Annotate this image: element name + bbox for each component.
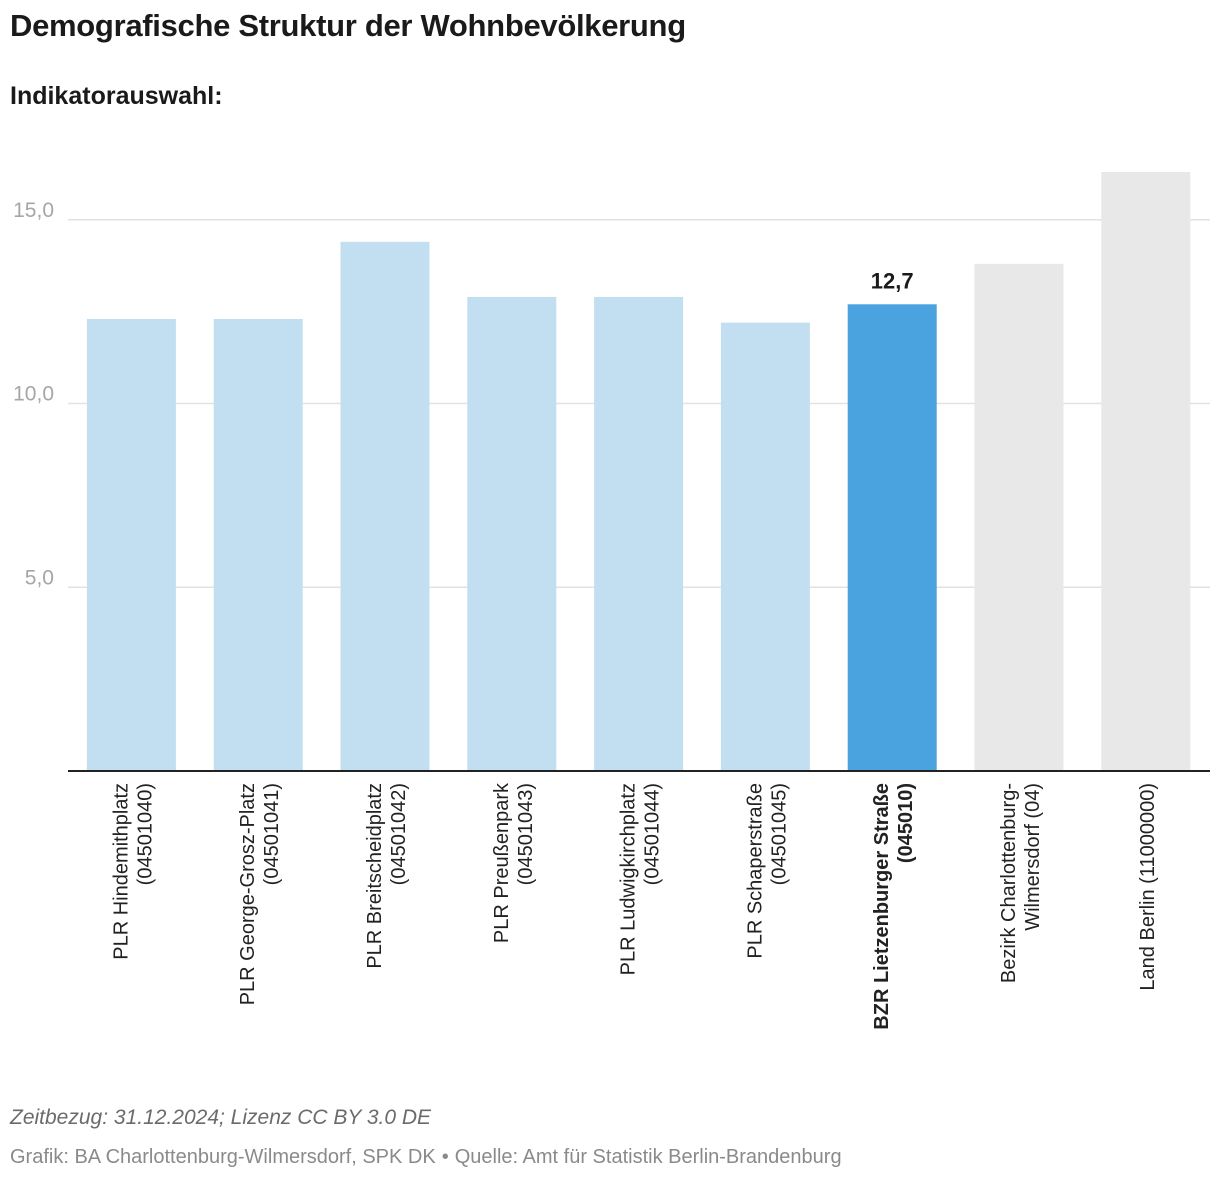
x-tick-label: PLR Breitscheidplatz [364,783,386,969]
bar [467,296,557,771]
x-tick-label: (045010) [895,783,917,863]
footer-source: Quelle: Amt für Statistik Berlin-Branden… [454,1146,842,1168]
x-tick-label: PLR Ludwigkirchplatz [618,783,640,975]
x-tick-label: Land Berlin (11000000) [1137,783,1159,991]
bar [974,263,1064,771]
x-tick-label: (04501041) [261,783,283,885]
x-tick-label: (04501044) [642,783,664,885]
x-tick-label: PLR George-Grosz-Platz [237,783,259,1005]
chart-subtitle: Indikatorauswahl: [10,82,223,110]
footer-credit: Grafik: BA Charlottenburg-Wilmersdorf, S… [10,1146,842,1169]
x-tick-label: (04501042) [388,783,410,885]
y-tick-label: 15,0 [13,199,54,222]
x-tick-label: PLR Hindemithplatz [110,783,132,960]
y-tick-label: 10,0 [13,383,54,406]
footer-separator: • [441,1146,449,1168]
x-tick-label: Wilmersdorf (04) [1022,783,1044,931]
x-tick-label: Bezirk Charlottenburg- [998,783,1020,983]
x-tick-label: (04501040) [134,783,156,885]
y-tick-label: 5,0 [25,566,54,589]
bar [594,296,684,771]
bar [213,318,303,771]
bar [86,318,176,771]
x-tick-label: BZR Lietzenburger Straße [871,783,893,1030]
bar [340,241,430,771]
bar [720,322,810,771]
data-label: 12,7 [871,268,914,293]
x-tick-label: PLR Preußenpark [491,782,513,943]
x-tick-label: (04501045) [768,783,790,885]
footer-note: Zeitbezug: 31.12.2024; Lizenz CC BY 3.0 … [10,1106,432,1129]
footer-credit-text: Grafik: BA Charlottenburg-Wilmersdorf, S… [10,1146,436,1168]
bar [847,304,937,771]
bar [1101,172,1191,771]
x-tick-label: (04501043) [515,783,537,885]
x-tick-label: PLR Schaperstraße [744,783,766,959]
chart-title: Demografische Struktur der Wohnbevölkeru… [10,8,686,43]
